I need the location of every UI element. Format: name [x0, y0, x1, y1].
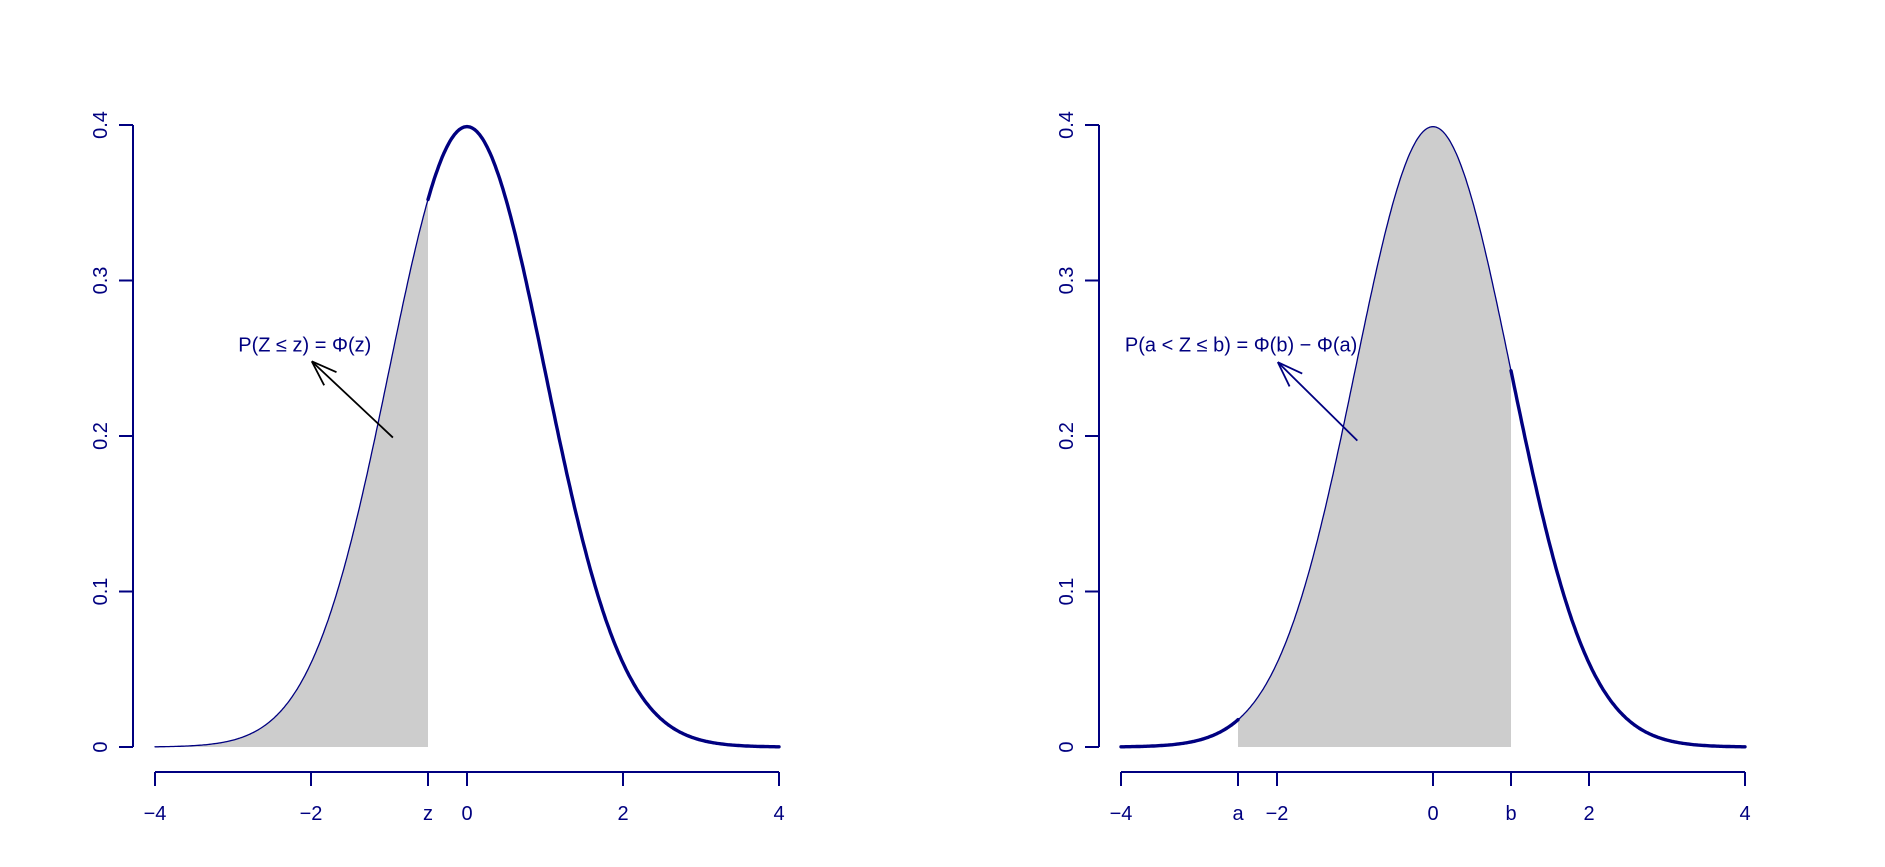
annotation-label: P(Z ≤ z) = Φ(z)	[238, 334, 371, 356]
x-tick-label: 2	[617, 803, 628, 825]
density-curve-segment	[1119, 718, 1240, 749]
y-tick-label: 0.2	[90, 422, 112, 450]
y-tick-label: 0.1	[90, 578, 112, 606]
y-tick-label: 0.1	[1056, 578, 1078, 606]
x-tick-label: −4	[1110, 803, 1133, 825]
shaded-area	[155, 199, 428, 747]
arrowhead-line	[311, 360, 337, 374]
x-tick-label: −4	[144, 803, 167, 825]
y-tick-label: 0	[90, 741, 112, 752]
density-curve-segment	[1509, 369, 1747, 749]
arrow-shaft	[311, 360, 394, 439]
x-tick-label: 4	[773, 803, 784, 825]
annotation-label: P(a < Z ≤ b) = Φ(b) − Φ(a)	[1125, 334, 1357, 356]
y-tick-label: 0.2	[1056, 422, 1078, 450]
density-curve-segment	[426, 124, 781, 749]
x-tick-label: a	[1232, 803, 1244, 825]
x-tick-label: −2	[300, 803, 323, 825]
x-tick-label: 0	[461, 803, 472, 825]
arrow-shaft	[1277, 361, 1358, 442]
density-curve-shaded-border	[154, 198, 429, 748]
arrowhead-line	[310, 360, 325, 386]
annotation-arrow	[1276, 361, 1358, 442]
x-tick-label: z	[423, 803, 433, 825]
y-tick-label: 0.3	[1056, 267, 1078, 295]
shaded-area	[1238, 126, 1511, 748]
x-tick-label: −2	[1266, 803, 1289, 825]
y-tick-label: 0.3	[90, 267, 112, 295]
y-tick-label: 0	[1056, 741, 1078, 752]
density-curve-shaded-border	[1237, 125, 1512, 721]
arrowhead-line	[1277, 361, 1303, 375]
y-tick-label: 0.4	[90, 111, 112, 139]
x-tick-label: 4	[1739, 803, 1750, 825]
x-tick-label: 2	[1583, 803, 1594, 825]
x-tick-label: 0	[1427, 803, 1438, 825]
y-tick-label: 0.4	[1056, 111, 1078, 139]
annotation-arrow	[310, 360, 394, 439]
x-tick-label: b	[1505, 803, 1516, 825]
left-plot: −4 −2 z 0 2 4 0 0.1 0.2 0.3 0.4 P(Z ≤ z) = Φ(z)	[90, 111, 785, 825]
right-plot: −4 a −2 0 b 2 4 0 0.1 0.2 0.3 0.4 P(a < Z ≤ b) = Φ(b…	[1056, 111, 1751, 825]
arrowhead-line	[1276, 361, 1291, 387]
